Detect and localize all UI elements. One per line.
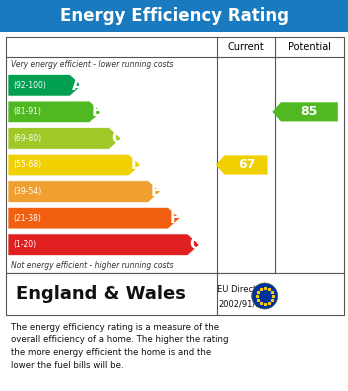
Circle shape bbox=[252, 283, 278, 309]
Text: Very energy efficient - lower running costs: Very energy efficient - lower running co… bbox=[11, 60, 174, 69]
Text: England & Wales: England & Wales bbox=[16, 285, 186, 303]
Text: B: B bbox=[92, 104, 103, 119]
Text: 67: 67 bbox=[238, 158, 256, 172]
Text: (55-68): (55-68) bbox=[13, 160, 41, 170]
Text: (69-80): (69-80) bbox=[13, 134, 41, 143]
Polygon shape bbox=[8, 234, 200, 255]
Text: (1-20): (1-20) bbox=[13, 240, 36, 249]
Polygon shape bbox=[8, 75, 82, 96]
Text: 2002/91/EC: 2002/91/EC bbox=[219, 300, 267, 308]
Text: (81-91): (81-91) bbox=[13, 108, 41, 117]
Text: F: F bbox=[170, 211, 180, 226]
Polygon shape bbox=[8, 207, 180, 229]
Text: Current: Current bbox=[228, 42, 264, 52]
Polygon shape bbox=[8, 127, 121, 149]
Text: A: A bbox=[72, 78, 84, 93]
FancyBboxPatch shape bbox=[0, 0, 348, 32]
FancyBboxPatch shape bbox=[6, 273, 344, 315]
Text: C: C bbox=[111, 131, 122, 146]
Polygon shape bbox=[8, 101, 102, 123]
Text: G: G bbox=[190, 237, 202, 252]
Polygon shape bbox=[8, 181, 160, 203]
Text: E: E bbox=[150, 184, 161, 199]
Polygon shape bbox=[8, 154, 141, 176]
Text: Not energy efficient - higher running costs: Not energy efficient - higher running co… bbox=[11, 261, 174, 270]
Text: D: D bbox=[131, 158, 143, 172]
Polygon shape bbox=[272, 102, 338, 122]
Text: (92-100): (92-100) bbox=[13, 81, 46, 90]
FancyBboxPatch shape bbox=[6, 37, 344, 273]
Text: The energy efficiency rating is a measure of the
overall efficiency of a home. T: The energy efficiency rating is a measur… bbox=[11, 323, 229, 369]
Text: Energy Efficiency Rating: Energy Efficiency Rating bbox=[60, 7, 288, 25]
Text: Potential: Potential bbox=[288, 42, 331, 52]
Text: (21-38): (21-38) bbox=[13, 213, 41, 222]
Polygon shape bbox=[216, 156, 268, 174]
Text: (39-54): (39-54) bbox=[13, 187, 41, 196]
Text: 85: 85 bbox=[301, 105, 318, 118]
Text: EU Directive: EU Directive bbox=[217, 285, 269, 294]
